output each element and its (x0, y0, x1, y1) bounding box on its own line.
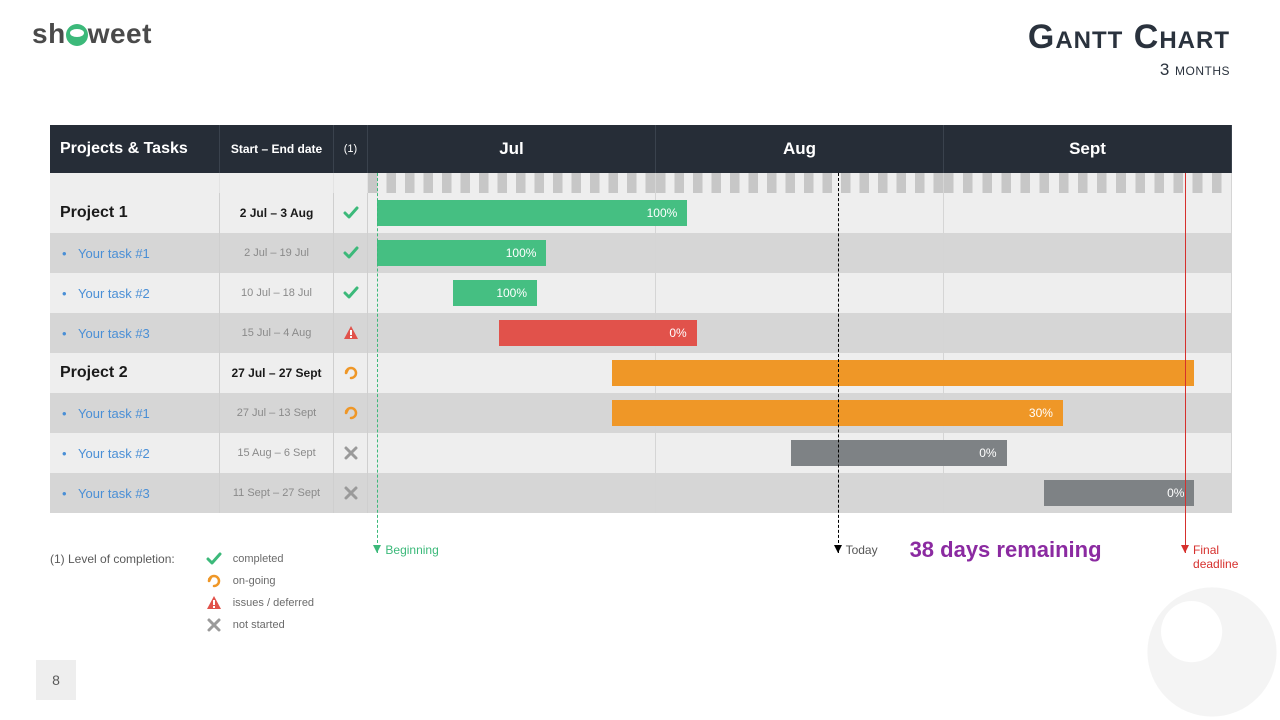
row-label: Your task #2 (50, 433, 220, 473)
gantt-bar: 0% (791, 440, 1007, 466)
col-header-dates: Start – End date (220, 125, 334, 173)
row-dates: 27 Jul – 13 Sept (220, 393, 334, 433)
task-row: Your task #215 Aug – 6 Sept 0% (50, 433, 1232, 473)
row-dates: 10 Jul – 18 Jul (220, 273, 334, 313)
logo-right: weet (88, 18, 152, 49)
gantt-bar: 0% (1044, 480, 1194, 506)
row-dates: 11 Sept – 27 Sept (220, 473, 334, 513)
task-row: Your task #127 Jul – 13 Sept 30% (50, 393, 1232, 433)
marker-arrow-beginning (373, 545, 381, 553)
marker-label-beginning: Beginning (385, 543, 438, 557)
status-icon (334, 273, 368, 313)
logo-ball-icon (66, 24, 88, 46)
watermark-icon (1110, 550, 1280, 720)
row-label: Project 1 (50, 193, 220, 233)
gantt-chart: Projects & Tasks Start – End date (1) Ju… (50, 125, 1232, 513)
row-timeline: 100% (368, 273, 1232, 313)
row-label: Your task #3 (50, 313, 220, 353)
gantt-bar: 100% (453, 280, 538, 306)
page-title: Gantt Chart (1028, 18, 1230, 57)
status-icon (334, 313, 368, 353)
legend-ongoing: on-going (233, 575, 276, 587)
tick-row (50, 173, 1232, 193)
row-timeline: 100% (368, 193, 1232, 233)
header-row: Projects & Tasks Start – End date (1) Ju… (50, 125, 1232, 173)
legend: (1) Level of completion: completed (1) L… (50, 548, 314, 636)
gantt-bar: 30% (612, 400, 1063, 426)
col-header-status: (1) (334, 125, 368, 173)
gantt-bar: 100% (377, 240, 546, 266)
row-dates: 2 Jul – 19 Jul (220, 233, 334, 273)
project-row: Project 227 Jul – 27 Sept (50, 353, 1232, 393)
row-timeline: 0% (368, 473, 1232, 513)
day-ticks-aug (656, 173, 944, 193)
col-header-timeline: Jul Aug Sept (368, 125, 1232, 173)
row-timeline (368, 353, 1232, 393)
row-timeline: 0% (368, 433, 1232, 473)
col-header-projects: Projects & Tasks (50, 125, 220, 173)
task-row: Your task #12 Jul – 19 Jul 100% (50, 233, 1232, 273)
project-row: Project 12 Jul – 3 Aug 100% (50, 193, 1232, 233)
day-ticks-jul (368, 173, 656, 193)
row-label: Your task #1 (50, 393, 220, 433)
x-icon (205, 617, 223, 633)
status-icon (334, 353, 368, 393)
legend-notstarted: not started (233, 619, 285, 631)
month-header: Aug (656, 125, 944, 173)
row-label: Project 2 (50, 353, 220, 393)
logo-left: sh (32, 18, 66, 49)
row-dates: 2 Jul – 3 Aug (220, 193, 334, 233)
day-ticks-sep (944, 173, 1232, 193)
task-row: Your task #210 Jul – 18 Jul 100% (50, 273, 1232, 313)
gantt-bar (612, 360, 1194, 386)
row-dates: 27 Jul – 27 Sept (220, 353, 334, 393)
rows-container: Project 12 Jul – 3 Aug100%Your task #12 … (50, 193, 1232, 513)
row-label: Your task #3 (50, 473, 220, 513)
legend-issues: issues / deferred (233, 597, 314, 609)
check-icon (205, 551, 223, 567)
status-icon (334, 473, 368, 513)
refresh-icon (205, 573, 223, 589)
warning-icon (205, 595, 223, 611)
row-timeline: 100% (368, 233, 1232, 273)
gantt-bar: 100% (377, 200, 687, 226)
row-timeline: 0% (368, 313, 1232, 353)
status-icon (334, 393, 368, 433)
marker-label-today: Today (846, 543, 878, 557)
page-number: 8 (36, 660, 76, 700)
task-row: Your task #311 Sept – 27 Sept 0% (50, 473, 1232, 513)
row-label: Your task #2 (50, 273, 220, 313)
page-subtitle: 3 months (1160, 60, 1230, 80)
row-label: Your task #1 (50, 233, 220, 273)
month-header: Jul (368, 125, 656, 173)
status-icon (334, 433, 368, 473)
legend-title: (1) Level of completion: (50, 552, 175, 566)
logo: shweet (32, 18, 152, 50)
remaining-text: 38 days remaining (910, 537, 1102, 563)
row-dates: 15 Jul – 4 Aug (220, 313, 334, 353)
legend-completed: completed (233, 553, 284, 565)
task-row: Your task #315 Jul – 4 Aug 0% (50, 313, 1232, 353)
marker-arrow-today (834, 545, 842, 553)
row-dates: 15 Aug – 6 Sept (220, 433, 334, 473)
month-header: Sept (944, 125, 1232, 173)
status-icon (334, 193, 368, 233)
status-icon (334, 233, 368, 273)
gantt-bar: 0% (499, 320, 696, 346)
row-timeline: 30% (368, 393, 1232, 433)
